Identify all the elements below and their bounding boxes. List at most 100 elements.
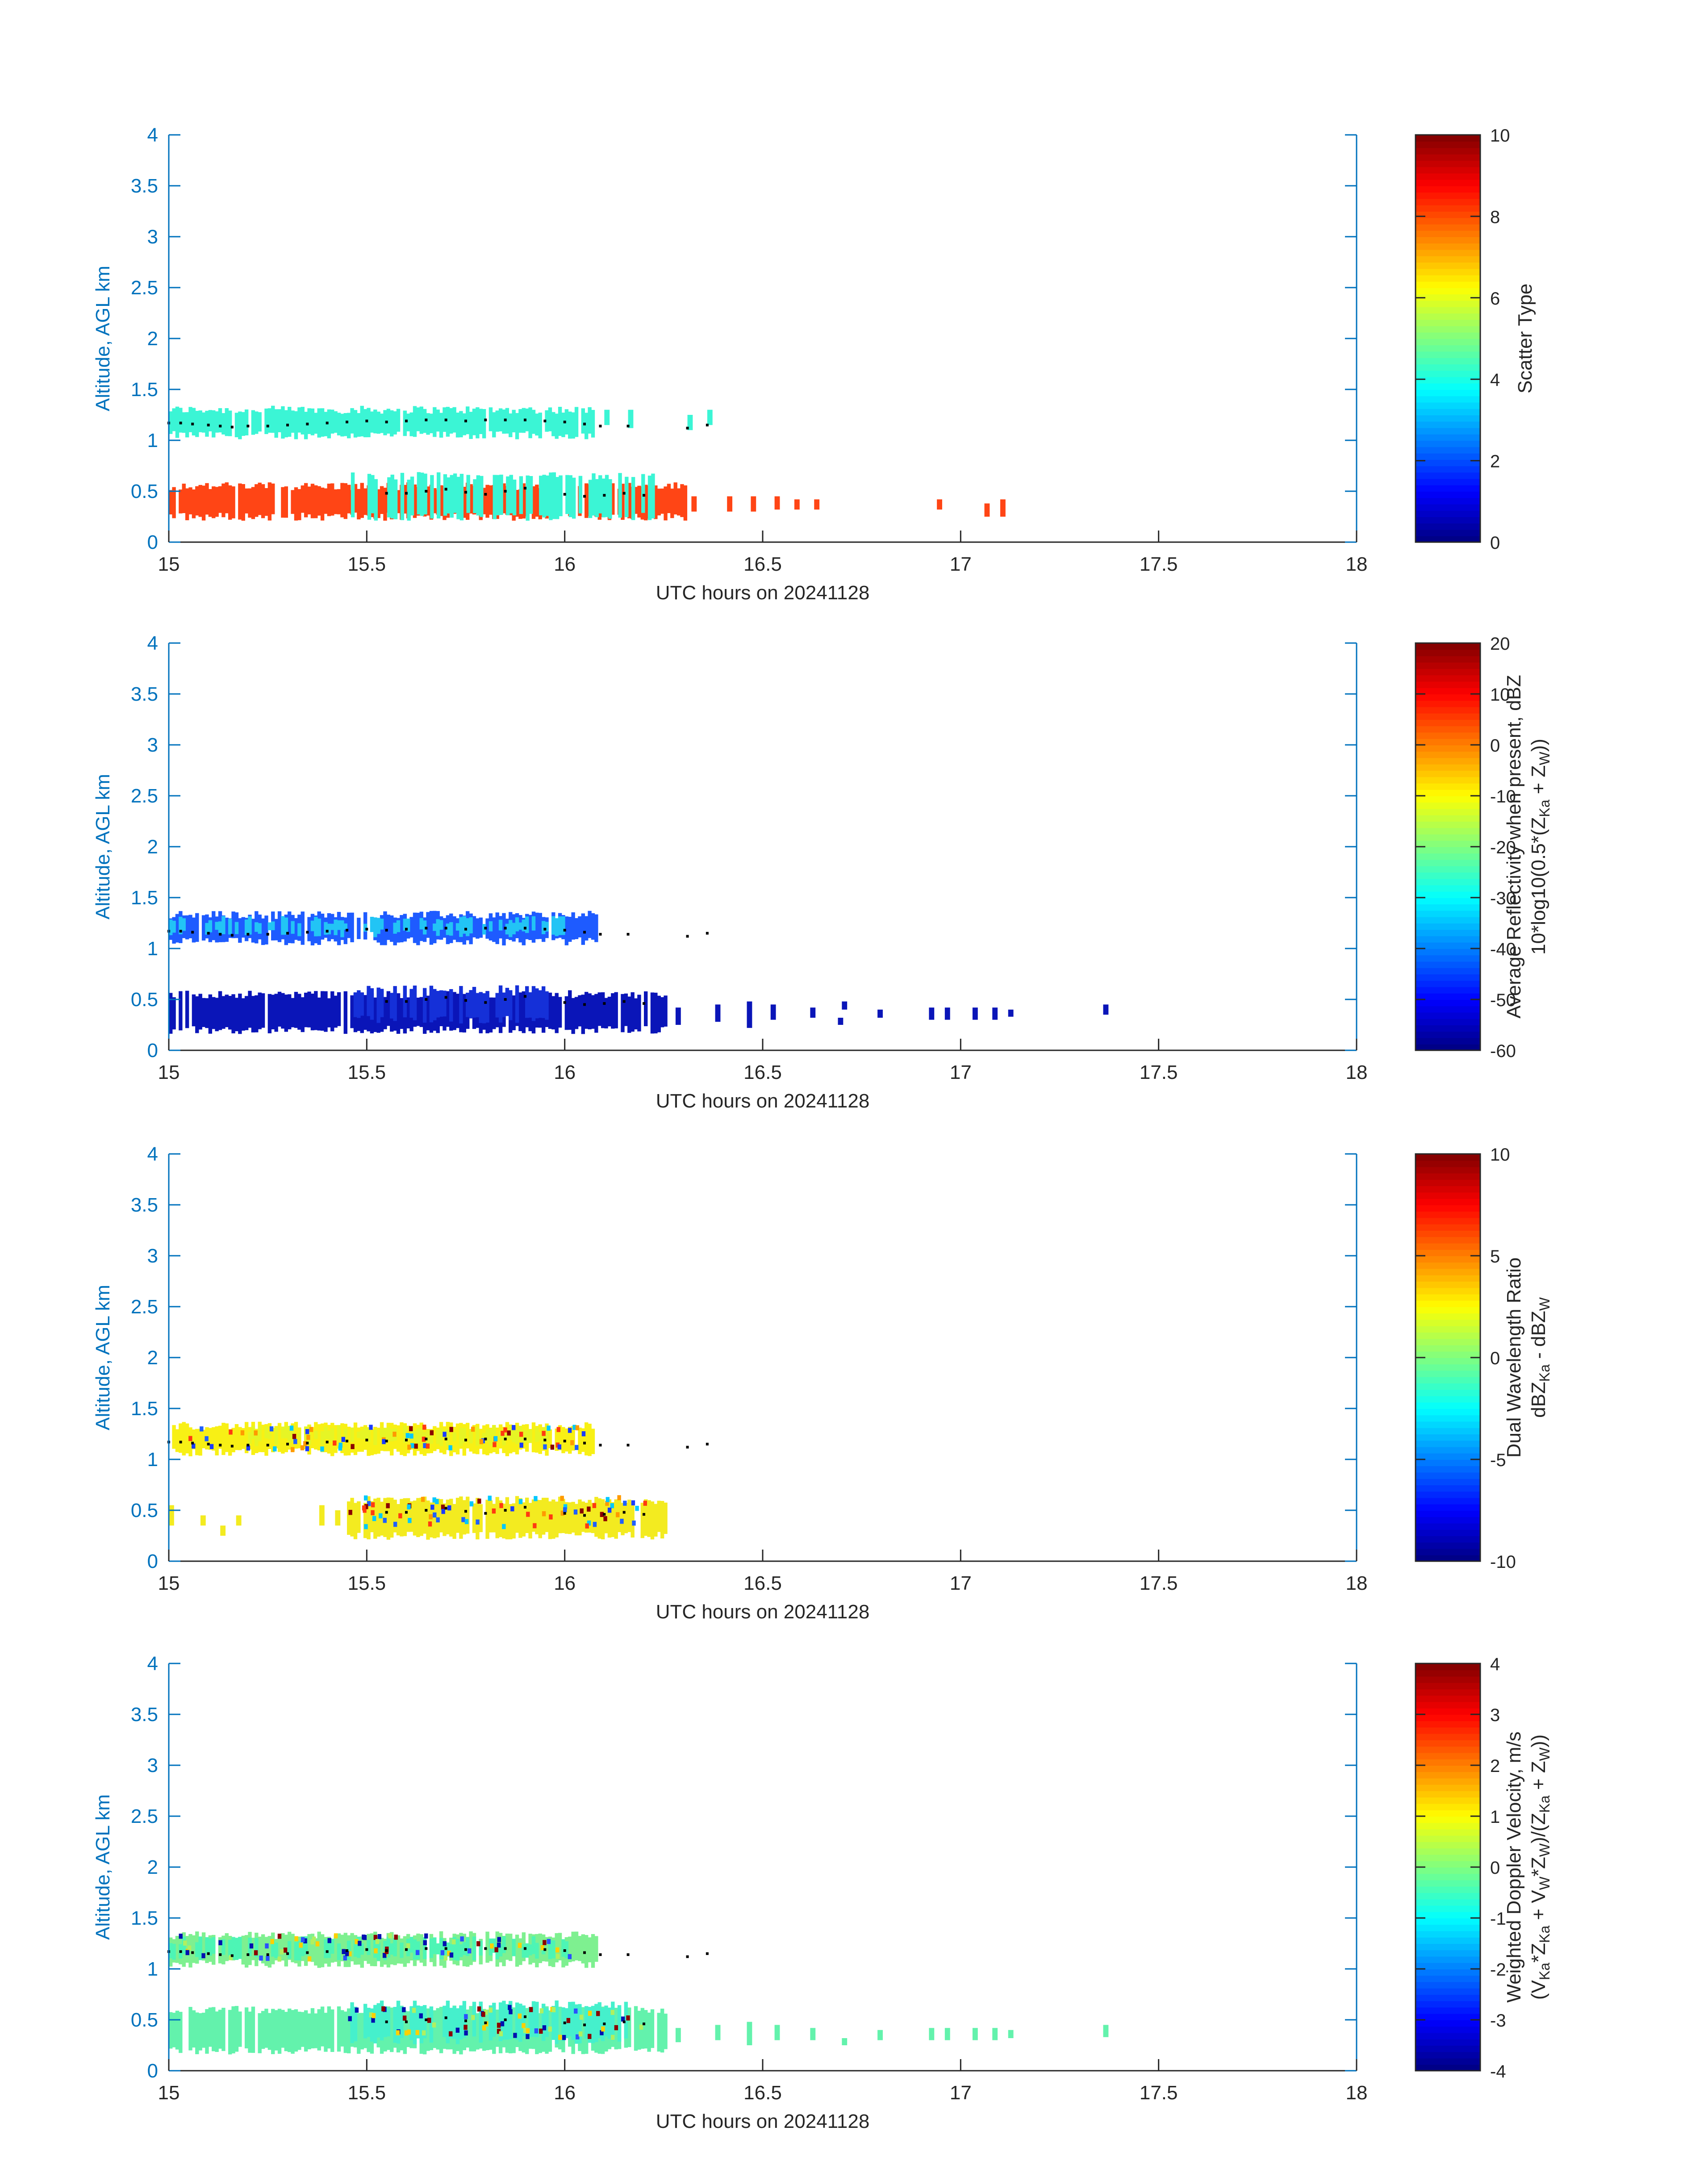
data-cell	[420, 472, 424, 516]
data-cell	[376, 1428, 380, 1454]
marker-dot	[524, 995, 526, 998]
data-cell	[337, 413, 341, 435]
data-cell	[535, 2002, 539, 2037]
speckle-cell	[371, 2018, 375, 2023]
colorbar-swatch	[1416, 986, 1480, 994]
data-cell	[545, 1426, 549, 1442]
speckle-cell	[388, 1933, 392, 1939]
colorbar-swatch	[1416, 669, 1480, 676]
data-cell	[625, 476, 629, 518]
data-cell	[172, 1943, 176, 1960]
data-cell	[198, 410, 202, 432]
data-cell	[455, 2008, 460, 2044]
y-tick-label: 3	[147, 1755, 158, 1776]
speckle-cell	[410, 1443, 414, 1448]
data-cell	[631, 477, 635, 520]
speckle-cell	[396, 2030, 400, 2035]
data-cell	[192, 2010, 196, 2048]
data-cell	[373, 409, 377, 434]
speckle-cell	[379, 1513, 383, 1519]
data-cell	[531, 2001, 536, 2037]
data-cell	[205, 923, 209, 935]
data-cell	[347, 1940, 351, 1960]
data-cell	[495, 410, 499, 432]
colorbar-swatch	[1416, 916, 1480, 923]
speckle-cell	[320, 1446, 324, 1452]
marker-dot	[266, 933, 269, 936]
y-tick-label: 0	[147, 1550, 158, 1572]
data-cell	[637, 994, 641, 1032]
speckle-cell	[375, 1939, 380, 1944]
data-cell-fragment	[200, 1515, 206, 1526]
colorbar-swatch	[1416, 1536, 1480, 1543]
data-cell	[208, 489, 213, 517]
data-cell	[535, 414, 539, 436]
data-cell	[522, 991, 526, 1033]
colorbar-swatch	[1416, 1969, 1480, 1976]
data-cell	[545, 2008, 549, 2037]
data-cell	[231, 1428, 235, 1453]
data-cell	[383, 1428, 387, 1445]
data-cell	[555, 918, 559, 936]
data-cell	[657, 1500, 661, 1532]
data-cell	[588, 1937, 592, 1963]
colorbar-label: Dual Wavelength Ratio	[1503, 1258, 1525, 1458]
data-cell	[416, 1428, 420, 1445]
marker-dot	[563, 493, 566, 496]
data-cell	[436, 409, 440, 432]
data-cell	[363, 1428, 367, 1439]
marker-dot	[464, 491, 467, 494]
speckle-cell	[409, 1426, 413, 1431]
data-cell	[244, 409, 249, 435]
data-cell	[334, 1935, 338, 1962]
data-cell	[310, 994, 315, 1031]
colorbar-tick-label: -50	[1490, 990, 1516, 1010]
data-cell	[449, 2008, 453, 2039]
speckle-cell	[426, 1443, 430, 1449]
data-cell	[561, 412, 565, 437]
data-cell	[571, 998, 575, 1034]
marker-dot	[405, 1000, 408, 1003]
data-cell	[393, 923, 397, 934]
data-cell	[390, 1429, 394, 1442]
speckle-cell	[632, 1520, 636, 1526]
data-cell	[386, 2008, 391, 2037]
colorbar-swatch	[1416, 326, 1480, 333]
marker-dot	[464, 999, 467, 1002]
colorbar-swatch	[1416, 656, 1480, 663]
data-cell	[558, 997, 562, 1028]
colorbar-swatch	[1416, 923, 1480, 930]
data-cell	[502, 2001, 506, 2040]
data-cell	[221, 483, 226, 518]
data-cell	[320, 991, 325, 1031]
data-cell	[545, 991, 549, 1020]
data-cell	[255, 995, 259, 1032]
colorbar-swatch	[1416, 1848, 1480, 1855]
data-cell	[482, 1433, 486, 1442]
data-cell	[509, 2001, 513, 2039]
speckle-cell	[600, 2030, 604, 2035]
data-cell	[225, 408, 229, 436]
colorbar-swatch	[1416, 675, 1480, 682]
data-cell	[518, 2003, 522, 2042]
data-cell	[324, 991, 328, 1032]
marker-dot	[444, 1947, 447, 1950]
data-cell	[436, 472, 441, 519]
data-cell	[476, 918, 480, 939]
speckle-cell	[422, 1425, 426, 1430]
colorbar-swatch	[1416, 840, 1480, 847]
colorbar-tick-label: 6	[1490, 289, 1500, 309]
colorbar-swatch	[1416, 1791, 1480, 1798]
y-tick-label: 1.5	[131, 1907, 158, 1929]
speckle-cell	[428, 1521, 432, 1527]
data-cell	[327, 409, 331, 439]
data-cell	[455, 1423, 460, 1454]
speckle-cell	[293, 1439, 297, 1444]
y-tick-label: 3.5	[131, 1704, 158, 1726]
data-cell	[205, 410, 209, 437]
marker-dot	[207, 1442, 210, 1446]
colorbar-swatch	[1416, 408, 1480, 415]
speckle-cell	[493, 1436, 498, 1442]
data-cell	[218, 486, 222, 513]
speckle-cell	[542, 2025, 547, 2031]
